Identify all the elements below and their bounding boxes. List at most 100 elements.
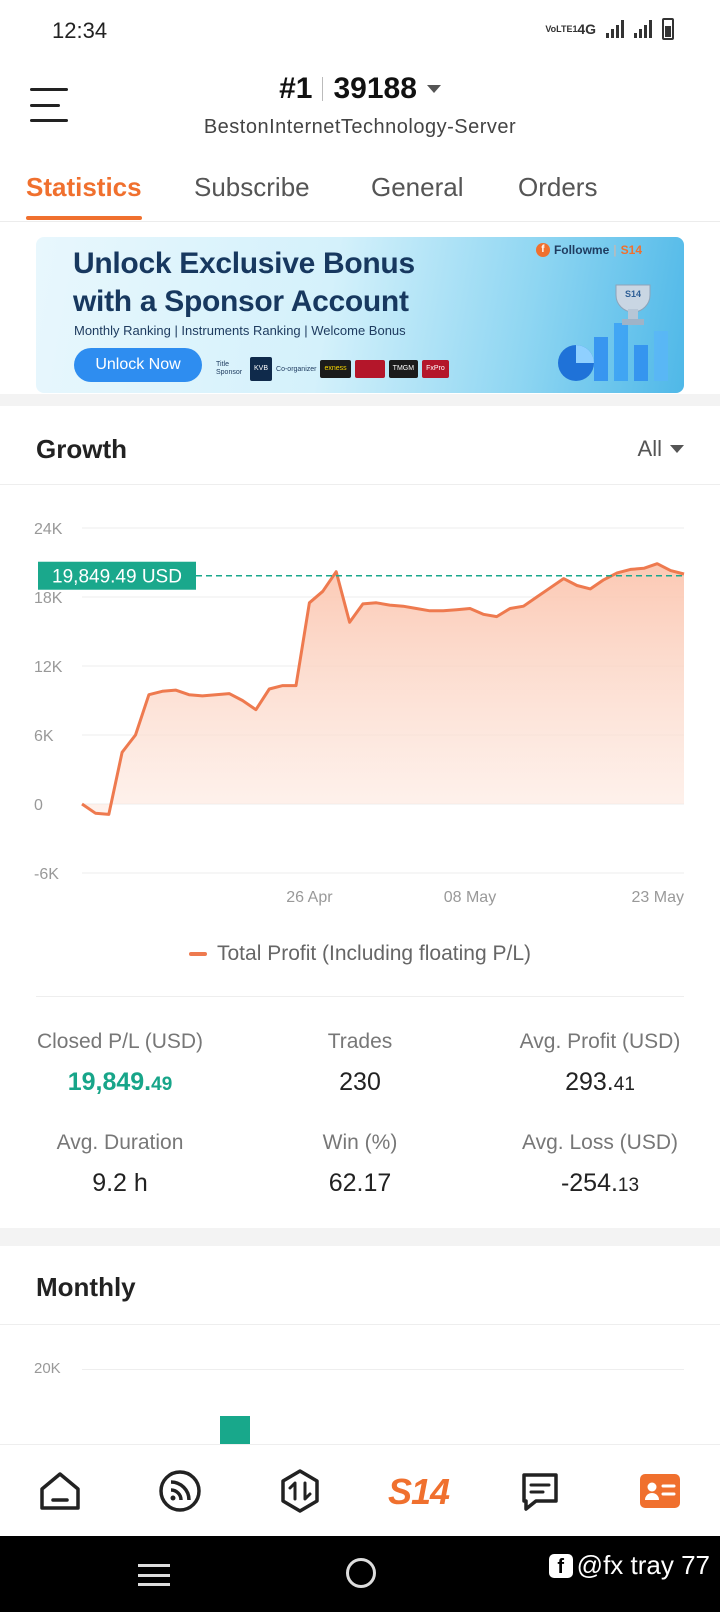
- range-dropdown[interactable]: All: [638, 436, 684, 462]
- stat-avg-duration: Avg. Duration 9.2 h: [0, 1131, 240, 1198]
- sponsor-logo-red: [354, 360, 385, 378]
- tab-statistics[interactable]: Statistics: [26, 172, 142, 202]
- divider: [36, 996, 684, 997]
- banner-headline-line2: with a Sponsor Account: [73, 285, 409, 318]
- tab-orders[interactable]: Orders: [518, 172, 598, 202]
- promo-banner[interactable]: S14 f Followme | S14 Unlock Exclusive Bo…: [36, 237, 684, 393]
- stat-value: -254.13: [560, 1169, 640, 1197]
- volte-icon: VoLTE1: [545, 23, 578, 34]
- banner-headline: Unlock Exclusive Bonus with a Sponsor Ac…: [73, 245, 415, 321]
- bottom-nav: S14: [0, 1444, 720, 1536]
- growth-line: [81, 562, 685, 816]
- monthly-y-tick: 20K: [34, 1360, 61, 1377]
- divider: [0, 484, 720, 485]
- unlock-now-button[interactable]: Unlock Now: [74, 348, 202, 382]
- system-nav-bar: f @fx tray 77: [0, 1536, 720, 1612]
- stat-label: Win (%): [322, 1131, 398, 1154]
- stat-label: Avg. Profit (USD): [519, 1030, 681, 1053]
- co-organizer-label: Co-organizer: [276, 365, 317, 373]
- home-button[interactable]: [346, 1558, 376, 1588]
- chevron-down-icon: [426, 85, 441, 93]
- tab-general[interactable]: General: [371, 172, 464, 202]
- tab-subscribe[interactable]: Subscribe: [194, 172, 310, 202]
- s14-icon[interactable]: S14: [388, 1471, 450, 1512]
- stat-trades: Trades 230: [240, 1030, 480, 1097]
- range-label: All: [637, 436, 662, 461]
- s14-badge: S14: [620, 243, 642, 257]
- section-gap: [0, 394, 720, 406]
- exness-logo: exness: [320, 360, 351, 378]
- legend-swatch: [189, 952, 207, 956]
- account-id: 39188: [333, 72, 417, 105]
- home-icon[interactable]: [36, 1467, 84, 1515]
- signal-icon: [606, 20, 624, 38]
- y-tick-label: 18K: [34, 590, 63, 607]
- growth-area: [82, 563, 684, 815]
- watermark: f @fx tray 77: [548, 1550, 710, 1581]
- growth-chart[interactable]: 24K 18K 12K 6K 0 -6K 26 Apr 08 May 23 May 19,849.…: [0, 500, 720, 920]
- fxpro-logo: FxPro: [422, 360, 449, 378]
- status-icons: VoLTE1 4G: [545, 18, 674, 40]
- followme-logo: f Followme | S14: [535, 243, 642, 257]
- current-value-label: 19,849.49 USD: [52, 567, 182, 588]
- account-selector[interactable]: #1 39188: [0, 72, 720, 106]
- followme-brand: Followme: [553, 243, 610, 257]
- battery-icon: [662, 18, 674, 40]
- x-tick-label: 08 May: [444, 889, 496, 906]
- banner-headline-line1: Unlock Exclusive Bonus: [73, 247, 415, 280]
- stat-avg-profit: Avg. Profit (USD) 293.41: [480, 1030, 720, 1097]
- svg-text:S14: S14: [625, 289, 641, 299]
- y-tick-label: 0: [34, 797, 43, 814]
- recent-apps-button[interactable]: [138, 1564, 170, 1586]
- stat-value: 9.2 h: [92, 1169, 148, 1197]
- monthly-title: Monthly: [36, 1272, 136, 1302]
- y-tick-label: 12K: [34, 659, 63, 676]
- watermark-text: @fx tray 77: [576, 1550, 710, 1580]
- stat-avg-loss: Avg. Loss (USD) -254.13: [480, 1131, 720, 1198]
- trophy-chart-illustration: S14: [558, 284, 668, 381]
- legend-label: Total Profit (Including floating P/L): [217, 942, 531, 965]
- followme-icon: f: [535, 243, 550, 257]
- trade-icon[interactable]: [276, 1467, 324, 1515]
- account-rank: #1: [279, 72, 313, 105]
- tab-bar: Statistics Subscribe General Orders: [0, 160, 720, 222]
- facebook-icon: f: [548, 1553, 573, 1578]
- feed-icon[interactable]: [156, 1467, 204, 1515]
- y-tick-label: -6K: [34, 866, 59, 883]
- server-name: BestonInternetTechnology-Server: [203, 116, 517, 138]
- monthly-gridline: [82, 1369, 684, 1370]
- signal-icon-2: [634, 20, 652, 38]
- title-sponsor-label: Title Sponsor: [216, 361, 243, 376]
- y-tick-label: 6K: [34, 728, 54, 745]
- growth-title: Growth: [36, 434, 127, 464]
- stat-label: Closed P/L (USD): [36, 1030, 204, 1053]
- x-tick-label: 23 May: [632, 889, 684, 906]
- chevron-down-icon: [670, 445, 684, 453]
- stat-win-pct: Win (%) 62.17: [240, 1131, 480, 1198]
- status-time: 12:34: [52, 18, 108, 43]
- menu-icon[interactable]: [30, 88, 68, 122]
- tmgm-logo: TMGM: [388, 360, 419, 378]
- active-tab-indicator: [26, 216, 142, 220]
- y-tick-label: 24K: [34, 521, 63, 538]
- stat-value: 62.17: [328, 1169, 392, 1197]
- stat-label: Avg. Loss (USD): [522, 1131, 678, 1154]
- sponsor-strip: Title Sponsor KVB Co-organizer exness TM…: [216, 357, 449, 381]
- stat-closed-pl: Closed P/L (USD) 19,849.49: [0, 1030, 240, 1097]
- x-tick-label: 26 Apr: [286, 889, 333, 906]
- divider: [0, 1324, 720, 1325]
- stat-value: 293.41: [565, 1068, 635, 1096]
- current-value-badge: [38, 561, 196, 590]
- stat-value: 230: [339, 1068, 381, 1096]
- chart-legend[interactable]: Total Profit (Including floating P/L): [0, 942, 720, 966]
- messages-icon[interactable]: [516, 1467, 564, 1515]
- section-gap: [0, 1228, 720, 1246]
- stat-value: 19,849.49: [67, 1068, 173, 1096]
- status-bar: 12:34 VoLTE1 4G: [0, 0, 720, 60]
- network-type: 4G: [577, 21, 596, 37]
- stat-label: Trades: [327, 1030, 393, 1053]
- profile-card-icon[interactable]: [636, 1467, 684, 1515]
- stat-label: Avg. Duration: [56, 1131, 184, 1154]
- kvb-logo: KVB: [250, 357, 273, 381]
- monthly-bar[interactable]: [220, 1416, 250, 1444]
